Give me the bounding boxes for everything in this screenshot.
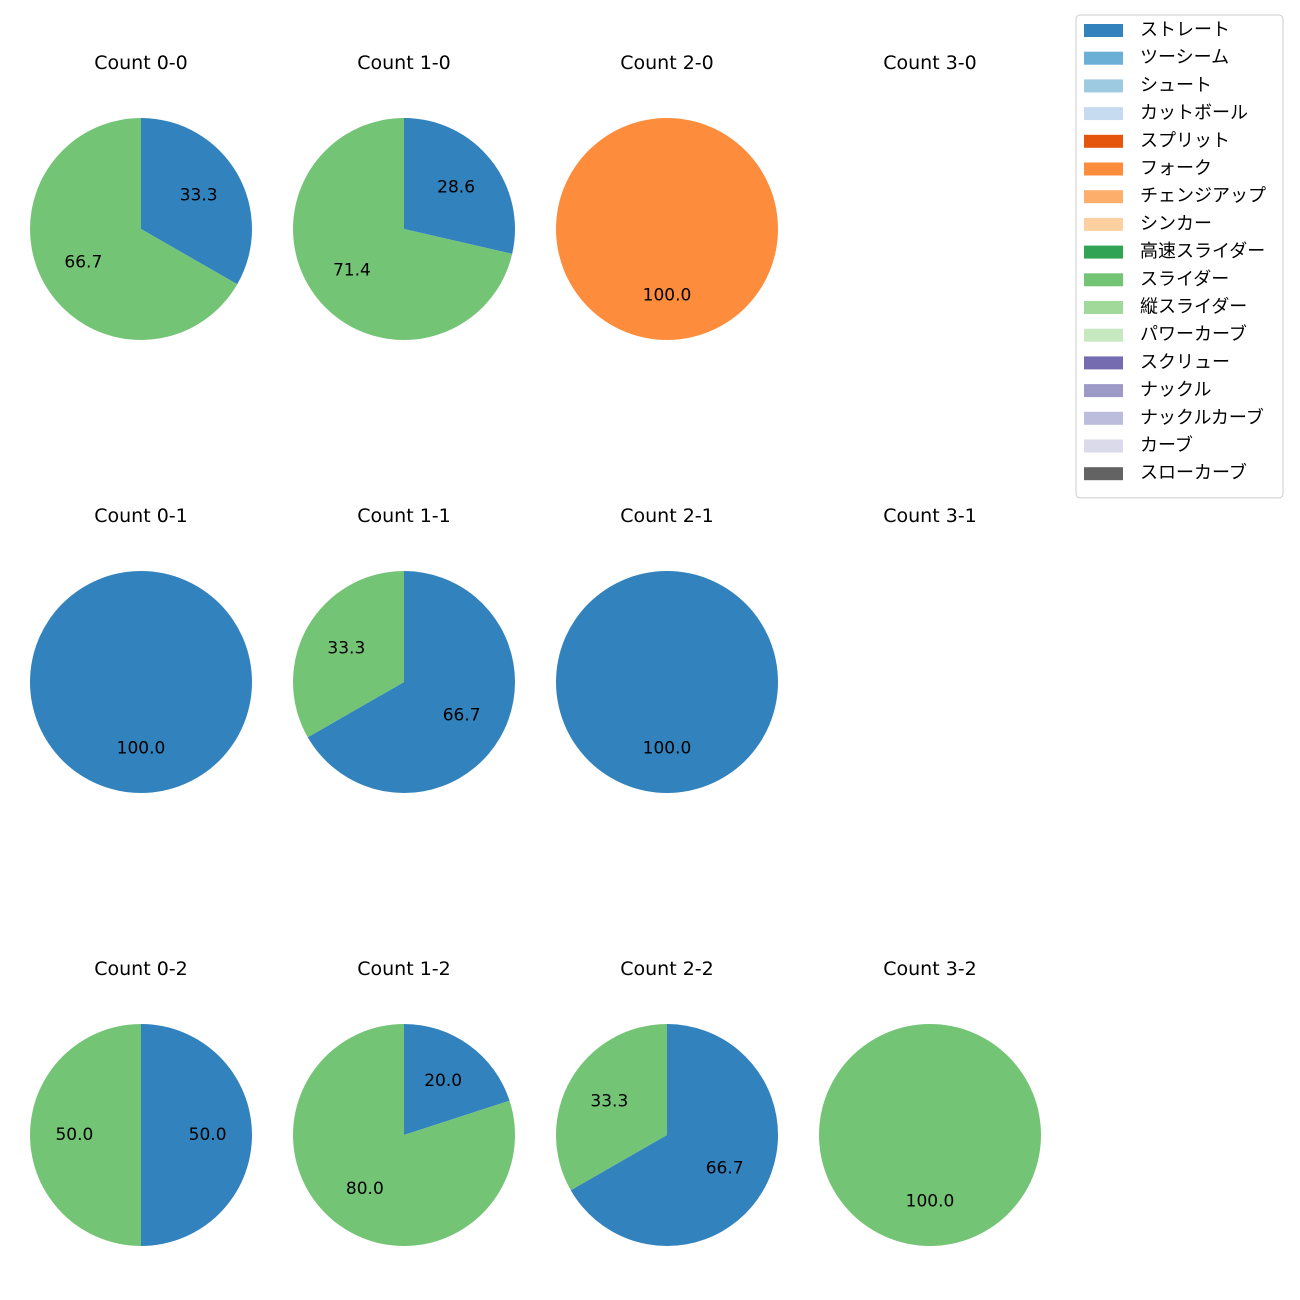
subplot-title: Count 2-1	[620, 505, 714, 527]
legend-label: スプリット	[1140, 130, 1230, 151]
legend-swatch	[1084, 107, 1123, 121]
pie-subplot: Count 2-0 100.0	[556, 52, 778, 340]
legend-label: フォーク	[1140, 158, 1212, 179]
pie-slice	[293, 118, 513, 340]
legend-swatch	[1084, 301, 1123, 314]
legend-label: 高速スライダー	[1140, 241, 1265, 262]
pie-slice	[570, 1024, 778, 1246]
subplot-title: Count 3-0	[883, 52, 977, 74]
legend-label: スローカーブ	[1140, 462, 1247, 484]
legend: ストレートツーシームシュートカットボールスプリットフォークチェンジアップシンカー…	[1075, 14, 1284, 499]
legend-label: ツーシーム	[1140, 47, 1229, 68]
slice-value-label: 33.3	[590, 1092, 628, 1112]
legend-swatch	[1084, 24, 1123, 37]
legend-swatch	[1084, 439, 1123, 453]
slice-value-label: 80.0	[346, 1179, 384, 1199]
legend-swatch	[1084, 162, 1123, 176]
pie-slice	[293, 571, 404, 738]
legend-swatch	[1084, 79, 1123, 93]
legend-frame	[1075, 14, 1284, 499]
pie-subplot: Count 2-1 100.0	[556, 505, 778, 793]
pie-subplot: Count 1-0 28.6 71.4	[293, 52, 515, 340]
subplot-title: Count 1-1	[357, 505, 451, 527]
slice-value-label: 28.6	[437, 178, 475, 198]
subplot-title: Count 0-2	[94, 958, 188, 980]
pie-subplot: Count 0-2 50.0 50.0	[30, 958, 252, 1246]
subplot-title: Count 0-0	[94, 52, 188, 74]
subplot-title: Count 1-0	[357, 52, 451, 74]
subplot-title: Count 1-2	[357, 958, 451, 980]
legend-label: ナックルカーブ	[1140, 406, 1264, 428]
legend-label: ナックル	[1140, 380, 1211, 401]
pie-slice	[293, 1024, 515, 1246]
legend-label: カットボール	[1140, 103, 1248, 124]
legend-label: シュート	[1140, 75, 1212, 96]
subplot-title: Count 2-2	[620, 958, 714, 980]
legend-label: ストレート	[1140, 20, 1230, 41]
legend-swatch	[1084, 51, 1123, 65]
slice-value-label: 33.3	[180, 186, 218, 206]
legend-label: 縦スライダー	[1140, 297, 1247, 318]
pie-slice	[555, 1023, 667, 1191]
pie-subplot: Count 0-1 100.0	[30, 505, 252, 793]
slice-value-label: 50.0	[55, 1125, 93, 1145]
slice-value-label: 66.7	[64, 252, 102, 272]
pie-slice	[141, 1024, 252, 1246]
pie-slice	[30, 1024, 141, 1246]
pie-slice	[556, 571, 778, 793]
legend-swatch	[1084, 190, 1123, 204]
pie-slice	[556, 118, 778, 340]
legend-label: パワーカーブ	[1140, 323, 1247, 345]
pie-subplot: Count 3-1	[883, 505, 977, 527]
pie-slice	[30, 571, 252, 793]
pie-slice	[819, 1024, 1041, 1246]
pie-subplot: Count 1-1 66.7 33.3	[293, 505, 515, 793]
slice-value-label: 100.0	[117, 739, 166, 759]
subplot-title: Count 3-2	[883, 958, 977, 980]
legend-label: スライダー	[1140, 269, 1229, 290]
pie-subplot: Count 0-0 33.3 66.7	[30, 52, 252, 341]
legend-label: スクリュー	[1140, 352, 1230, 373]
slice-value-label: 71.4	[333, 260, 371, 280]
subplot-title: Count 3-1	[883, 505, 977, 527]
legend-label: シンカー	[1140, 213, 1212, 234]
pie-slice	[404, 118, 515, 254]
pie-subplot: Count 3-2 100.0	[819, 958, 1041, 1246]
legend-swatch	[1084, 411, 1123, 425]
pie-subplot: Count 3-0	[883, 52, 977, 74]
legend-swatch	[1084, 467, 1123, 481]
pie-slice	[30, 118, 238, 341]
legend-swatch	[1084, 273, 1123, 287]
pie-subplot: Count 1-2 20.0 80.0	[293, 958, 515, 1246]
legend-swatch	[1084, 134, 1123, 148]
legend-label: チェンジアップ	[1140, 186, 1266, 207]
legend-swatch	[1084, 245, 1123, 259]
legend-swatch	[1084, 328, 1123, 342]
pie-slice	[404, 1024, 510, 1135]
slice-value-label: 100.0	[643, 739, 692, 759]
pie-slice	[141, 118, 252, 285]
legend-swatch	[1084, 217, 1123, 231]
slice-value-label: 33.3	[327, 639, 365, 659]
legend-swatch	[1084, 356, 1123, 370]
slice-value-label: 20.0	[424, 1071, 462, 1091]
legend-swatch	[1084, 384, 1123, 398]
pie-slice	[307, 571, 515, 793]
pie-subplot: Count 2-2 66.7 33.3	[555, 958, 778, 1246]
slice-value-label: 100.0	[906, 1192, 955, 1212]
slice-value-label: 66.7	[443, 705, 481, 725]
slice-value-label: 50.0	[189, 1125, 227, 1145]
subplot-title: Count 2-0	[620, 52, 714, 74]
slice-value-label: 100.0	[643, 286, 692, 306]
slice-value-label: 66.7	[706, 1158, 744, 1178]
subplot-title: Count 0-1	[94, 505, 188, 527]
legend-label: カーブ	[1140, 434, 1193, 456]
